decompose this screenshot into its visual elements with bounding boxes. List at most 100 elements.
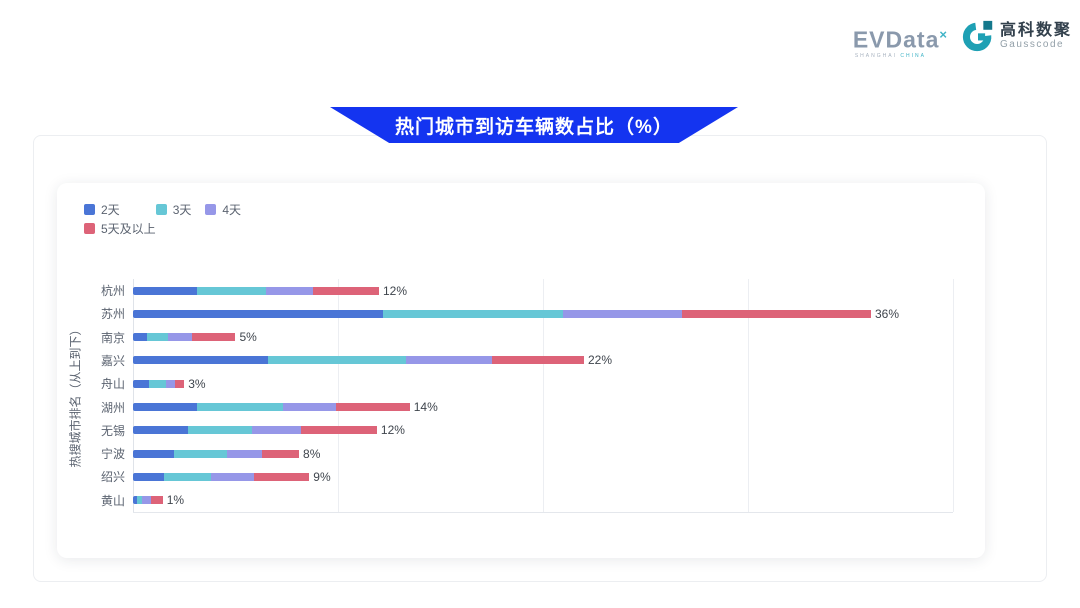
bar-stack — [133, 472, 310, 481]
chart-card: 2天 3天 4天 5天及以上 热搜城市排名（从上到下） 杭州 12% 苏州 36% 南京 5% 嘉… — [57, 183, 985, 558]
gausscode-en-text: Gausscode — [999, 38, 1065, 50]
x-axis-line — [133, 512, 953, 513]
bar-row: 苏州 36% — [101, 302, 953, 325]
bar-segment — [335, 403, 410, 411]
category-label: 舟山 — [100, 377, 125, 392]
bar-segment — [563, 309, 683, 318]
value-label: 36% — [874, 306, 899, 321]
bar-stack — [133, 286, 379, 295]
bar-row: 绍兴 9% — [101, 465, 953, 488]
bar-segment — [147, 333, 168, 342]
bar-stack — [133, 333, 236, 342]
bar-row: 嘉兴 22% — [101, 349, 953, 372]
bar-row: 杭州 12% — [101, 279, 953, 302]
y-axis-line — [133, 279, 134, 512]
bar-segment — [266, 286, 314, 295]
gausscode-logo-text: 高科数聚 Gausscode — [1000, 22, 1072, 51]
bar-segment — [133, 426, 189, 435]
bar-segment — [196, 403, 283, 411]
evdata-logo-sup: × — [939, 27, 948, 42]
gridline — [953, 279, 954, 512]
category-label: 苏州 — [100, 307, 125, 322]
category-label: 南京 — [100, 330, 125, 345]
legend-item[interactable]: 4天 — [205, 201, 241, 218]
value-label: 5% — [239, 330, 257, 345]
legend-swatch-icon — [84, 204, 95, 215]
bar-segment — [313, 286, 379, 295]
bar-segment — [133, 449, 174, 458]
legend-label: 3天 — [172, 203, 192, 217]
gridline — [543, 279, 544, 512]
legend-swatch-icon — [84, 223, 95, 234]
bar-segment — [133, 472, 164, 481]
bar-segment — [251, 426, 302, 435]
category-label: 无锡 — [100, 423, 125, 438]
page-title: 热门城市到访车辆数占比（%） — [395, 116, 673, 138]
legend-item[interactable]: 5天及以上 — [84, 220, 156, 237]
legend-row: 2天 3天 4天 — [84, 200, 255, 219]
category-label: 杭州 — [100, 284, 125, 298]
bar-segment — [282, 403, 336, 411]
bar-segment — [682, 309, 871, 318]
category-label: 湖州 — [100, 400, 125, 415]
bar-segment — [491, 356, 584, 365]
category-label: 黄山 — [100, 493, 125, 508]
gausscode-g-icon — [962, 20, 993, 52]
bar-segment — [188, 426, 252, 435]
bar-segment — [196, 286, 267, 295]
value-label: 9% — [313, 469, 331, 484]
gausscode-logo: 高科数聚 Gausscode — [962, 20, 1072, 52]
bar-segment — [227, 449, 263, 458]
bar-segment — [301, 426, 377, 435]
bar-segment — [163, 472, 211, 481]
header-logos: EVData× SHANGHAI CHINA 高科数聚 Gausscode — [853, 20, 1072, 59]
bar-segment — [165, 379, 175, 388]
bar-segment — [133, 356, 269, 365]
value-label: 3% — [188, 376, 206, 391]
bar-row: 无锡 12% — [101, 419, 953, 442]
bar-segment — [383, 309, 564, 318]
value-label: 12% — [380, 423, 405, 438]
bar-segment — [268, 356, 406, 365]
legend-label: 5天及以上 — [101, 222, 156, 236]
evdata-logo: EVData× SHANGHAI CHINA — [853, 20, 948, 59]
category-label: 嘉兴 — [100, 353, 125, 368]
gausscode-cn-text: 高科数聚 — [999, 21, 1072, 39]
title-banner: 热门城市到访车辆数占比（%） — [330, 107, 738, 143]
value-label: 22% — [587, 353, 613, 368]
chart-legend: 2天 3天 4天 5天及以上 — [84, 200, 255, 238]
bar-segment — [174, 449, 228, 458]
bar-segment — [167, 333, 193, 342]
bar-segment — [133, 496, 138, 505]
bar-segment — [142, 496, 152, 505]
evdata-logo-text: EVData× — [852, 26, 948, 53]
category-label: 绍兴 — [100, 470, 125, 485]
legend-label: 4天 — [222, 203, 242, 217]
bar-segment — [133, 379, 150, 388]
value-label: 12% — [382, 283, 407, 298]
bar-segment — [137, 496, 143, 505]
bar-chart-plot: 杭州 12% 苏州 36% 南京 5% 嘉兴 22% 舟山 3% 湖州 14% 无锡 12% 宁波 8% 绍兴 9… — [101, 279, 954, 513]
bar-segment — [133, 309, 384, 318]
bar-segment — [262, 449, 300, 458]
legend-swatch-icon — [155, 204, 167, 215]
legend-swatch-icon — [205, 204, 217, 215]
bar-segment — [405, 356, 492, 365]
value-label: 14% — [413, 400, 438, 414]
bar-segment — [253, 472, 310, 481]
bar-segment — [133, 286, 197, 295]
bar-row: 南京 5% — [101, 326, 953, 349]
bar-row: 黄山 1% — [101, 489, 953, 512]
gridline — [338, 279, 339, 512]
bar-stack — [133, 309, 871, 318]
bar-row: 舟山 3% — [101, 372, 953, 395]
bar-stack — [133, 426, 377, 435]
category-label: 宁波 — [100, 447, 125, 462]
bar-stack — [133, 449, 300, 458]
legend-item[interactable]: 3天 — [155, 201, 192, 218]
legend-item[interactable]: 2天 — [84, 201, 120, 218]
legend-row: 5天及以上 — [84, 219, 255, 238]
value-label: 1% — [166, 493, 185, 508]
value-label: 8% — [303, 446, 321, 461]
bar-stack — [133, 403, 410, 411]
